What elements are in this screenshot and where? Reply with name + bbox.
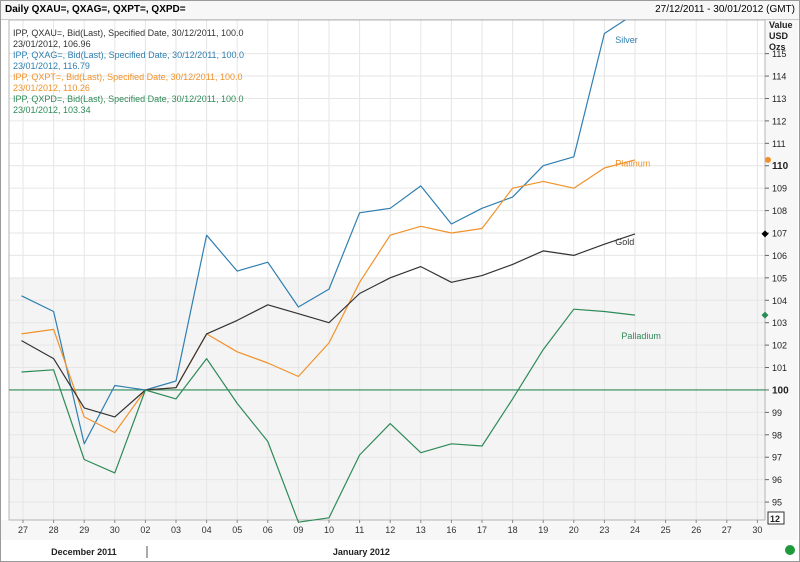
platinum-series-line [21, 159, 636, 434]
x-tick-label: 18 [508, 525, 518, 535]
x-tick-label: 13 [416, 525, 426, 535]
x-tick-label: 19 [538, 525, 548, 535]
price-chart[interactable]: 9596979899100101102103104105106107108109… [1, 20, 799, 561]
x-tick-label: 17 [477, 525, 487, 535]
y-tick-label: 102 [772, 341, 787, 351]
x-tick-label: 27 [722, 525, 732, 535]
chart-instruments-title: Daily QXAU=, QXAG=, QXPT=, QXPD= [5, 4, 186, 15]
x-tick-label: 26 [691, 525, 701, 535]
silver-legend-line2: 23/01/2012, 116.79 [13, 61, 90, 71]
x-tick-label: 23 [599, 525, 609, 535]
x-tick-label: 10 [324, 525, 334, 535]
palladium-last-value-marker [761, 311, 769, 319]
y-tick-label: 103 [772, 318, 787, 328]
y-tick-label: 97 [772, 453, 782, 463]
x-tick-label: 11 [355, 525, 364, 535]
y-tick-label: 115 [772, 49, 786, 59]
x-tick-label: 09 [293, 525, 303, 535]
platinum-series-label: Platinum [615, 158, 650, 168]
x-tick-label: 16 [446, 525, 456, 535]
y-tick-label: 106 [772, 251, 787, 261]
silver-series-label: Silver [615, 35, 638, 45]
status-dot [785, 545, 795, 555]
x-tick-label: 02 [140, 525, 150, 535]
platinum-last-value-marker [765, 156, 771, 163]
y-tick-label: 100 [772, 385, 789, 396]
y-tick-label: 113 [772, 94, 786, 104]
palladium-series-label: Palladium [621, 331, 661, 341]
x-tick-label: 28 [49, 525, 59, 535]
x-tick-label: 30 [110, 525, 120, 535]
y-tick-label: 105 [772, 273, 787, 283]
y-axis-scale-label: 12 [770, 514, 780, 524]
platinum-legend-line2: 23/01/2012, 110.26 [13, 83, 90, 93]
x-tick-label: 03 [171, 525, 181, 535]
chart-date-range: 27/12/2011 - 30/01/2012 (GMT) [655, 4, 795, 15]
y-tick-label: 104 [772, 296, 787, 306]
y-tick-label: 107 [772, 229, 787, 239]
gold-series-label: Gold [615, 237, 634, 247]
y-tick-label: 99 [772, 408, 782, 418]
x-tick-label: 24 [630, 525, 640, 535]
x-tick-label: 30 [752, 525, 762, 535]
y-tick-label: 114 [772, 72, 786, 82]
y-tick-label: 96 [772, 475, 782, 485]
x-tick-label: 25 [661, 525, 671, 535]
y-tick-label: 110 [772, 161, 789, 172]
platinum-legend-line1: IPP, QXPT=, Bid(Last), Specified Date, 3… [13, 72, 243, 82]
y-tick-label: 112 [772, 116, 786, 126]
y-tick-label: 95 [772, 498, 782, 508]
y-tick-label: 108 [772, 206, 787, 216]
y-axis-title: Ozs [769, 42, 786, 52]
y-tick-label: 101 [772, 363, 787, 373]
y-axis-panel [765, 20, 798, 540]
y-axis-title: Value [769, 20, 793, 30]
chart-header: Daily QXAU=, QXAG=, QXPT=, QXPD= 27/12/2… [1, 1, 799, 20]
y-tick-label: 109 [772, 184, 787, 194]
x-tick-label: 27 [18, 525, 28, 535]
y-axis-title: USD [769, 31, 789, 41]
y-tick-label: 111 [772, 139, 786, 149]
plot-border [8, 20, 766, 521]
x-tick-label: 06 [263, 525, 273, 535]
gold-series-line [21, 233, 636, 418]
x-tick-label: 05 [232, 525, 242, 535]
y-axis-scale-box [767, 511, 785, 525]
x-month-label: January 2012 [333, 547, 390, 557]
palladium-legend-line2: 23/01/2012, 103.34 [13, 105, 91, 115]
x-tick-label: 04 [202, 525, 212, 535]
palladium-legend-line1: IPP, QXPD=, Bid(Last), Specified Date, 3… [13, 94, 244, 104]
plot-lower-band [9, 277, 765, 520]
x-axis-panel [1, 520, 765, 540]
silver-legend-line1: IPP, QXAG=, Bid(Last), Specified Date, 3… [13, 50, 244, 60]
x-month-label: December 2011 [51, 547, 117, 557]
silver-series-line [21, 20, 627, 445]
x-tick-label: 12 [385, 525, 395, 535]
gold-legend-line1: IPP, QXAU=, Bid(Last), Specified Date, 3… [13, 28, 244, 38]
gold-last-value-marker [761, 230, 769, 238]
palladium-series-line [21, 308, 636, 523]
y-tick-label: 98 [772, 430, 782, 440]
x-tick-label: 29 [79, 525, 89, 535]
plot-upper-band [9, 20, 765, 278]
x-tick-label: 20 [569, 525, 579, 535]
gold-legend-line2: 23/01/2012, 106.96 [13, 39, 91, 49]
